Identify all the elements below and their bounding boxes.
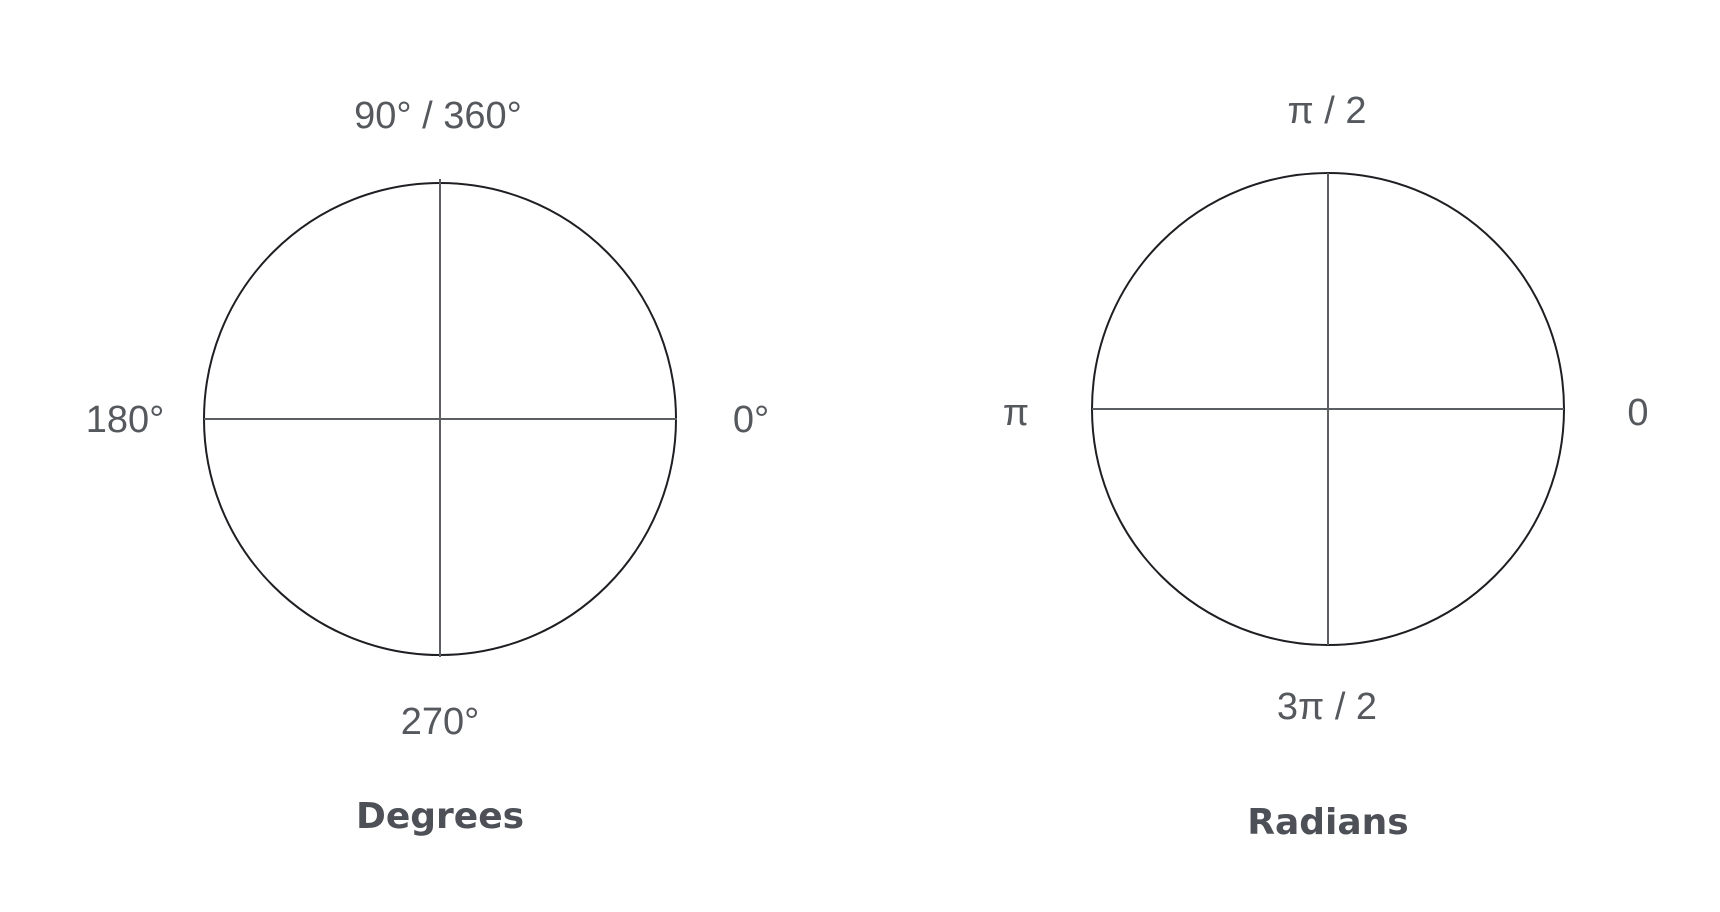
radians-label-bottom: 3π / 2 <box>1277 686 1377 728</box>
radians-label-left: π <box>1003 392 1029 434</box>
degrees-label-bottom: 270° <box>401 701 480 743</box>
radians-title: Radians <box>1247 802 1408 843</box>
degrees-title: Degrees <box>356 796 524 837</box>
radians-label-right: 0 <box>1627 392 1648 434</box>
degrees-label-right: 0° <box>733 399 769 441</box>
radians-diagram: π / 2 π 0 3π / 2 Radians <box>1003 90 1649 843</box>
degrees-label-top: 90° / 360° <box>354 95 522 137</box>
radians-label-top: π / 2 <box>1287 90 1366 132</box>
degrees-diagram: 90° / 360° 180° 0° 270° Degrees <box>86 95 769 837</box>
degrees-label-left: 180° <box>86 399 165 441</box>
